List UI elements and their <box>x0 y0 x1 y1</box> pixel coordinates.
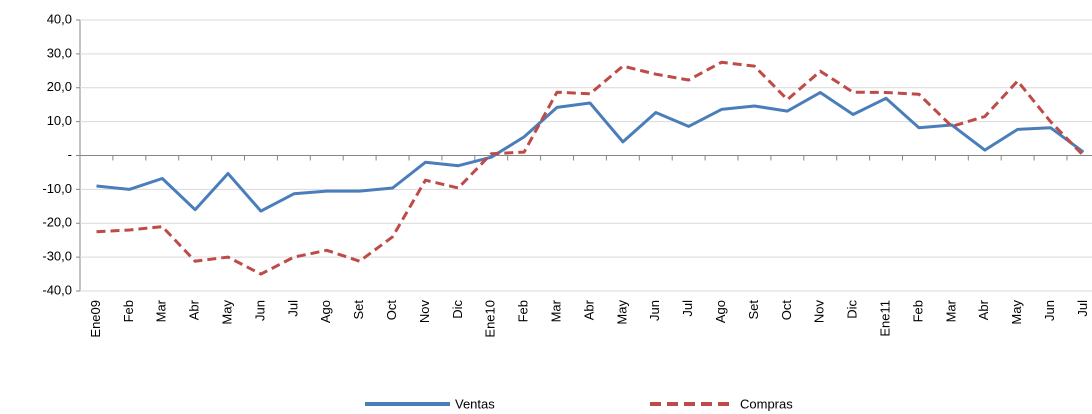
x-tick-label: Feb <box>910 300 925 322</box>
x-tick-label: Ene11 <box>877 300 892 337</box>
x-tick-label: Mar <box>154 299 169 322</box>
x-tick-label: Oct <box>779 300 794 321</box>
x-tick-label: Ene09 <box>88 300 103 338</box>
x-tick-label: May <box>219 300 234 325</box>
x-tick-label: Feb <box>516 300 531 322</box>
x-tick-label: Nov <box>417 300 432 324</box>
x-tick-label: Jul <box>1075 300 1090 317</box>
x-tick-label: Feb <box>121 300 136 322</box>
x-tick-label: Ene10 <box>483 300 498 338</box>
x-tick-label: Mar <box>943 299 958 322</box>
y-tick-label: -40,0 <box>42 282 72 297</box>
x-tick-label: Abr <box>187 299 202 320</box>
x-tick-label: Ago <box>318 300 333 323</box>
x-tick-label: Dic <box>845 300 860 319</box>
series-line <box>96 91 1085 213</box>
y-tick-label: -10,0 <box>42 181 72 196</box>
y-tick-label: -30,0 <box>42 249 72 264</box>
x-tick-label: Set <box>351 300 366 320</box>
x-tick-label: Set <box>746 300 761 320</box>
x-tick-label: Abr <box>976 299 991 320</box>
x-tick-label: Jun <box>252 300 267 321</box>
x-tick-label: Jul <box>285 300 300 317</box>
legend-label: Compras <box>740 396 793 411</box>
x-tick-label: Jun <box>1042 300 1057 321</box>
x-tick-label: Ago <box>713 300 728 323</box>
x-tick-label: Dic <box>450 300 465 319</box>
x-tick-label: Nov <box>812 300 827 324</box>
series-line <box>96 60 1085 276</box>
x-tick-label: Mar <box>548 299 563 322</box>
y-tick-label: -20,0 <box>42 215 72 230</box>
x-tick-label: Jul <box>680 300 695 317</box>
x-tick-label: May <box>614 300 629 325</box>
y-tick-label: 20,0 <box>47 79 72 94</box>
y-tick-label: 10,0 <box>47 113 72 128</box>
y-tick-label: 30,0 <box>47 45 72 60</box>
y-tick-label: - <box>68 147 72 162</box>
y-tick-label: 40,0 <box>47 11 72 26</box>
x-tick-label: Jun <box>647 300 662 321</box>
x-tick-label: Abr <box>581 299 596 320</box>
legend-label: Ventas <box>455 396 495 411</box>
x-tick-label: Oct <box>384 300 399 321</box>
x-tick-label: May <box>1009 300 1024 325</box>
